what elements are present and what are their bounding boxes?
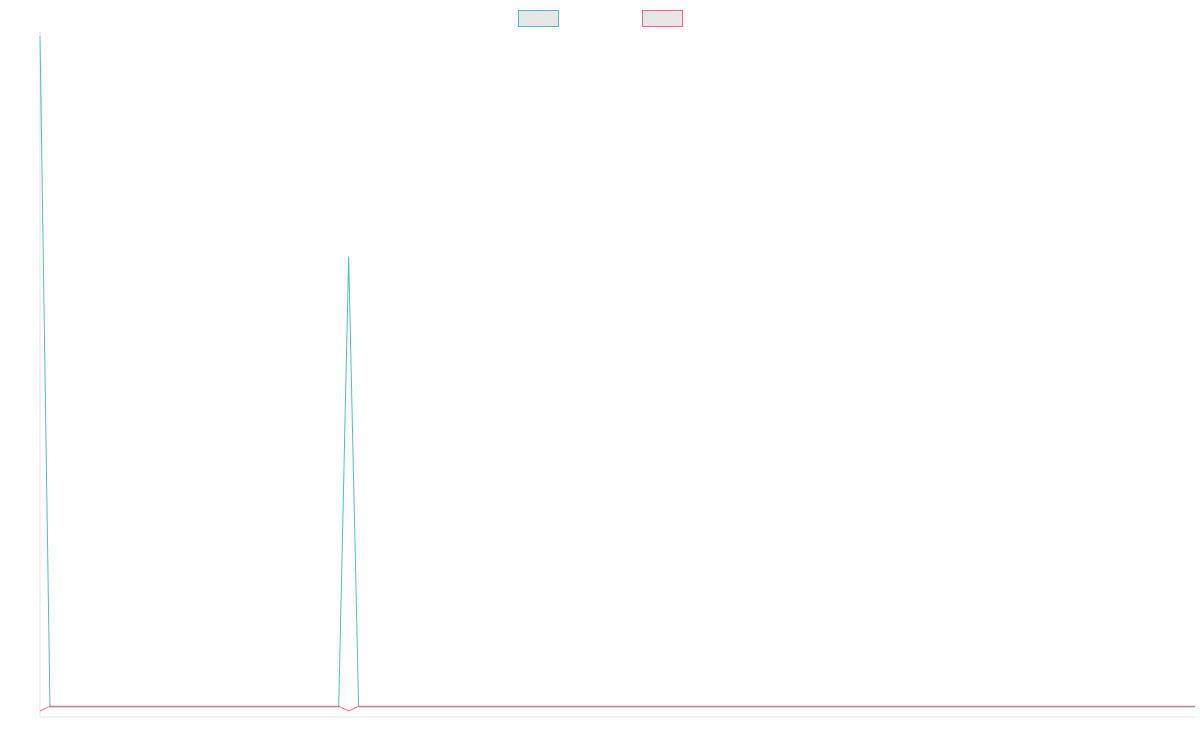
axes (39, 32, 1195, 718)
legend-swatch-2[interactable] (642, 10, 683, 27)
series-line-2 (39, 705, 1195, 712)
legend-swatch-1[interactable] (518, 10, 559, 27)
series-line-1 (39, 35, 1195, 708)
series-layer (39, 35, 1195, 712)
legend[interactable] (518, 10, 683, 27)
